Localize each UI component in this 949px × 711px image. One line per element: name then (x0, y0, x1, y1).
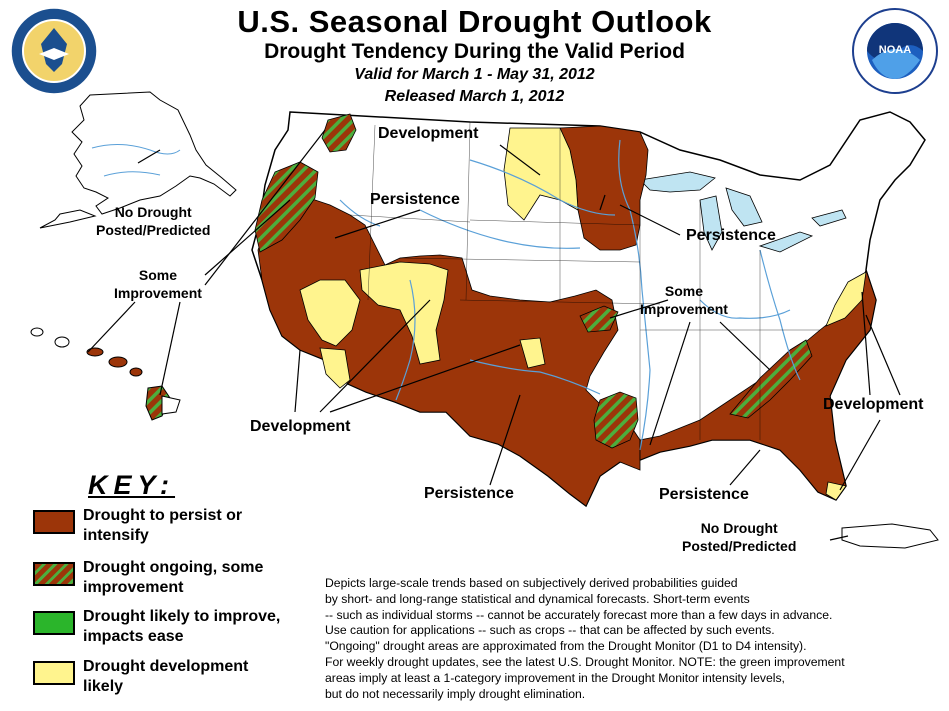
commerce-seal-logo (10, 7, 98, 95)
legend-swatch-persist (33, 510, 75, 534)
label-some-improvement-west: Some Improvement (114, 267, 202, 301)
label-development-north: Development (378, 125, 479, 142)
legend-label-ongoing-improvement: Drought ongoing, some improvement (83, 559, 264, 596)
label-no-drought-alaska: No Drought Posted/Predicted (96, 204, 211, 238)
description-text: Depicts large-scale trends based on subj… (325, 576, 845, 701)
label-persistence-midwest: Persistence (686, 227, 776, 244)
puerto-rico-outline (841, 523, 939, 549)
great-lakes (639, 171, 847, 253)
region-development (299, 127, 867, 501)
legend-label-development: Drought development likely (83, 658, 249, 695)
label-persistence-southeast: Persistence (659, 486, 749, 503)
legend-swatch-ongoing-improvement (33, 562, 75, 586)
legend-item-development: Drought development likely (33, 657, 323, 701)
rivers (339, 139, 801, 451)
label-persistence-west: Persistence (370, 191, 460, 208)
valid-period: Valid for March 1 - May 31, 2012 (354, 66, 595, 83)
legend-title: KEY: (88, 470, 176, 500)
noaa-logo: NOAA (852, 8, 938, 94)
legend-item-improve: Drought likely to improve, impacts ease (33, 607, 323, 651)
release-date: Released March 1, 2012 (384, 88, 565, 105)
map-subtitle: Drought Tendency During the Valid Period (264, 40, 685, 63)
label-persistence-texas: Persistence (424, 485, 514, 502)
legend-item-persist: Drought to persist or intensify (33, 506, 323, 550)
label-some-improvement-east: Some Improvement (640, 283, 728, 317)
legend-label-persist: Drought to persist or intensify (83, 507, 243, 544)
label-development-southwest: Development (250, 418, 351, 435)
leader-lines (87, 129, 901, 541)
state-borders (349, 121, 820, 460)
legend-item-ongoing-improvement: Drought ongoing, some improvement (33, 558, 323, 602)
legend-swatch-improve (33, 611, 75, 635)
svg-text:NOAA: NOAA (879, 44, 911, 56)
alaska-rivers (91, 144, 181, 177)
label-no-drought-puerto-rico: No Drought Posted/Predicted (682, 520, 797, 554)
legend-swatch-development (33, 661, 75, 685)
hawaii-islands (30, 327, 181, 421)
legend-label-improve: Drought likely to improve, impacts ease (83, 608, 281, 645)
label-development-east: Development (823, 396, 924, 413)
map-title: U.S. Seasonal Drought Outlook (237, 4, 712, 39)
